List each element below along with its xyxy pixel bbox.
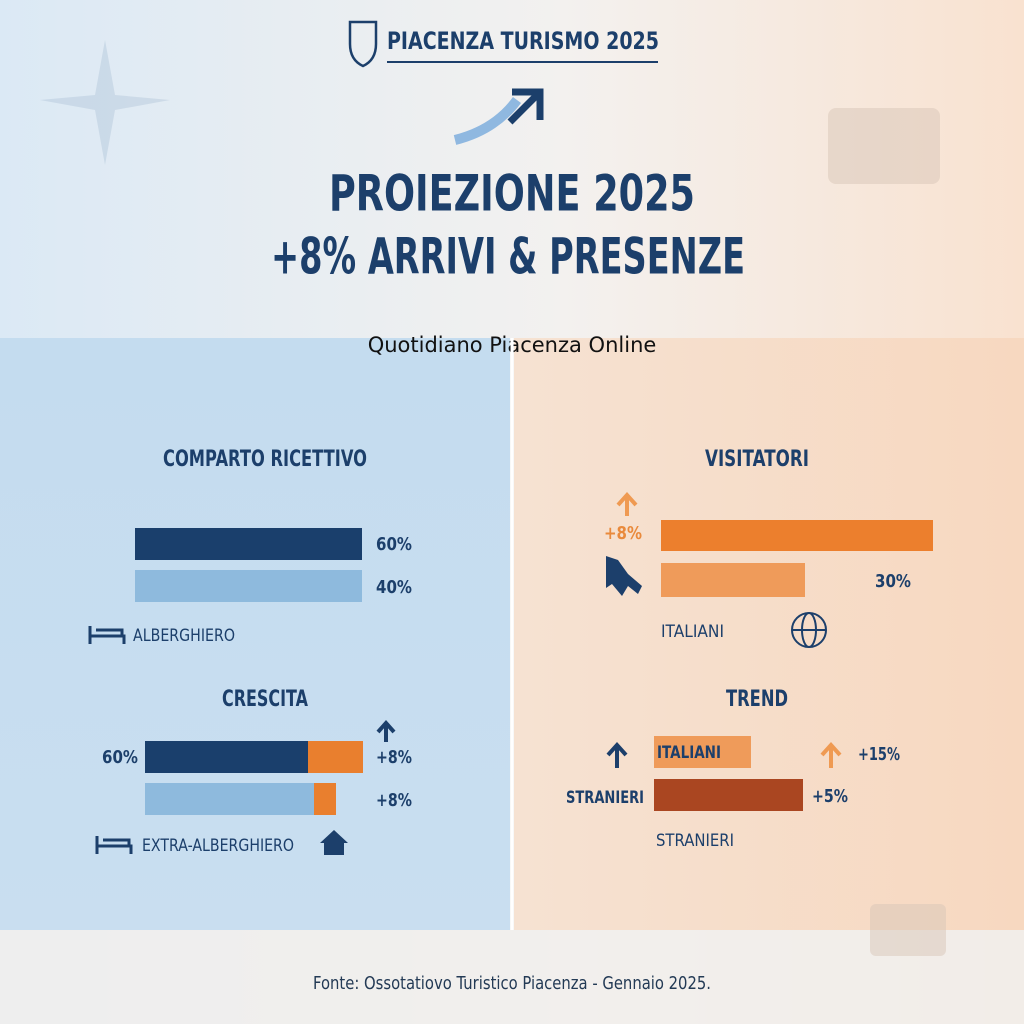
bar [314, 783, 336, 815]
bed-icon [95, 836, 133, 854]
header-title: PIACENZA TURISMO 2025 [387, 27, 659, 55]
bar-label: ITALIANI [657, 743, 721, 763]
category-label: ALBERGHIERO [133, 626, 235, 646]
bar-label: 60% [376, 534, 412, 555]
category-label: ITALIANI [661, 622, 724, 642]
section-title: VISITATORI [705, 447, 809, 472]
row-label: STRANIERI [566, 788, 644, 808]
category-label: EXTRA-ALBERGHIERO [142, 836, 294, 856]
compass-decoration [40, 40, 170, 165]
bar-label: 40% [376, 577, 412, 598]
value-label: +5% [812, 786, 848, 807]
headline-line2: +8% ARRIVI & PRESENZE [271, 228, 745, 286]
left-panel [0, 338, 510, 930]
arrow-icon [453, 96, 522, 145]
bar [145, 783, 314, 815]
suitcase-decoration [870, 904, 946, 956]
share-label: 60% [102, 747, 138, 768]
globe-icon [791, 612, 827, 648]
bar [661, 563, 805, 597]
share-label: 30% [875, 571, 911, 592]
bar [308, 741, 363, 773]
section-title: CRESCITA [222, 687, 308, 712]
suitcase-decoration [828, 108, 940, 184]
bar [135, 570, 362, 602]
arrow-icon [507, 88, 544, 125]
crest-icon [348, 20, 378, 68]
bed-icon [88, 626, 126, 644]
bar [135, 528, 362, 560]
bar [654, 779, 803, 811]
up-arrow-icon [616, 492, 638, 516]
up-arrow-icon [606, 742, 628, 768]
italy-icon [606, 556, 642, 596]
caption: STRANIERI [656, 831, 734, 851]
growth-label: +8% [604, 523, 642, 544]
value-label: +15% [858, 744, 900, 765]
bar-label: +8% [376, 747, 412, 768]
bar-label: +8% [376, 790, 412, 811]
section-title: TREND [726, 687, 788, 712]
right-panel [514, 338, 1024, 930]
section-title: COMPARTO RICETTIVO [163, 447, 367, 472]
footer-source: Fonte: Ossotatiovo Turistico Piacenza - … [313, 973, 711, 994]
up-arrow-icon [376, 719, 396, 742]
bar [654, 736, 751, 768]
headline-line1: PROIEZIONE 2025 [329, 165, 695, 223]
bar [145, 741, 308, 773]
house-icon [320, 830, 348, 855]
footer-strip [0, 930, 1024, 1024]
bar [661, 520, 933, 551]
up-arrow-icon [820, 742, 842, 768]
